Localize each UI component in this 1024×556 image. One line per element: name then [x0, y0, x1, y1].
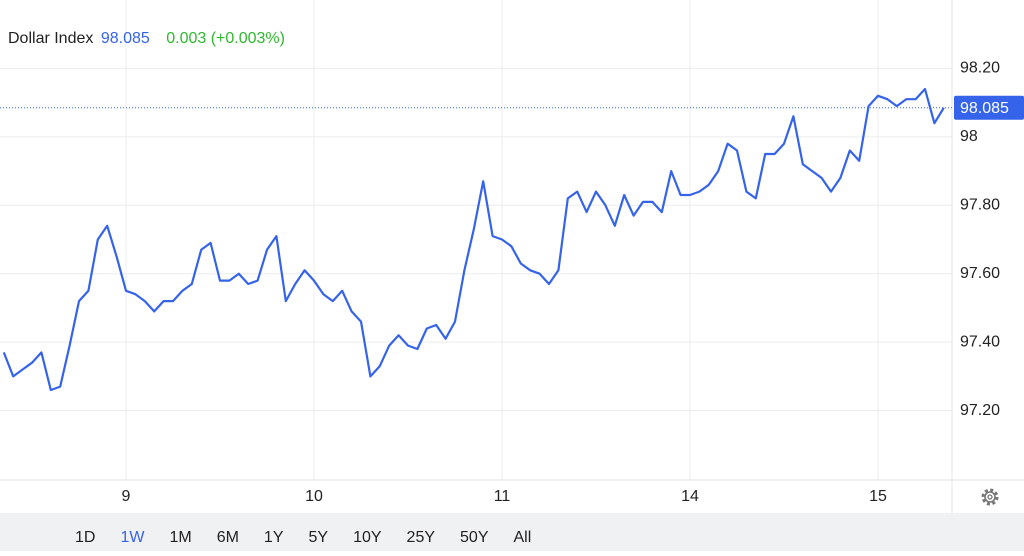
gear-hub — [987, 494, 993, 500]
x-tick-label: 11 — [494, 488, 511, 505]
range-button[interactable]: 6M — [217, 529, 239, 546]
header-text: Dollar Index 98.085 0.003 (+0.003%) — [8, 30, 285, 47]
range-button[interactable]: 1W — [120, 529, 145, 546]
range-button[interactable]: 50Y — [460, 529, 489, 546]
range-button[interactable]: 1Y — [264, 529, 284, 546]
settings-icon[interactable] — [981, 488, 999, 506]
range-button[interactable]: 10Y — [353, 529, 382, 546]
instrument-name: Dollar Index — [8, 30, 93, 47]
gear-teeth — [981, 488, 999, 506]
range-button[interactable]: 1M — [169, 529, 191, 546]
last-price-label: 98.085 — [960, 100, 1009, 117]
y-tick-label: 98 — [960, 128, 978, 145]
range-button[interactable]: 5Y — [309, 529, 329, 546]
range-button[interactable]: 25Y — [407, 529, 436, 546]
change: 0.003 (+0.003%) — [166, 30, 285, 47]
y-tick-label: 98.20 — [960, 60, 1000, 77]
y-tick-label: 97.80 — [960, 197, 1000, 214]
gear-ring — [984, 491, 996, 503]
range-bar — [0, 513, 1024, 551]
x-tick-label: 9 — [122, 488, 131, 505]
y-tick-label: 97.40 — [960, 333, 1000, 350]
x-tick-label: 10 — [305, 488, 323, 505]
y-tick-label: 97.20 — [960, 402, 1000, 419]
x-tick-label: 15 — [869, 488, 887, 505]
last-price-badge — [954, 95, 1024, 120]
y-tick-label: 97.60 — [960, 265, 1000, 282]
price-line — [2, 87, 945, 392]
range-button[interactable]: All — [513, 529, 531, 546]
range-button[interactable]: 1D — [75, 529, 95, 546]
x-tick-label: 14 — [681, 488, 699, 505]
price: 98.085 — [101, 30, 150, 47]
